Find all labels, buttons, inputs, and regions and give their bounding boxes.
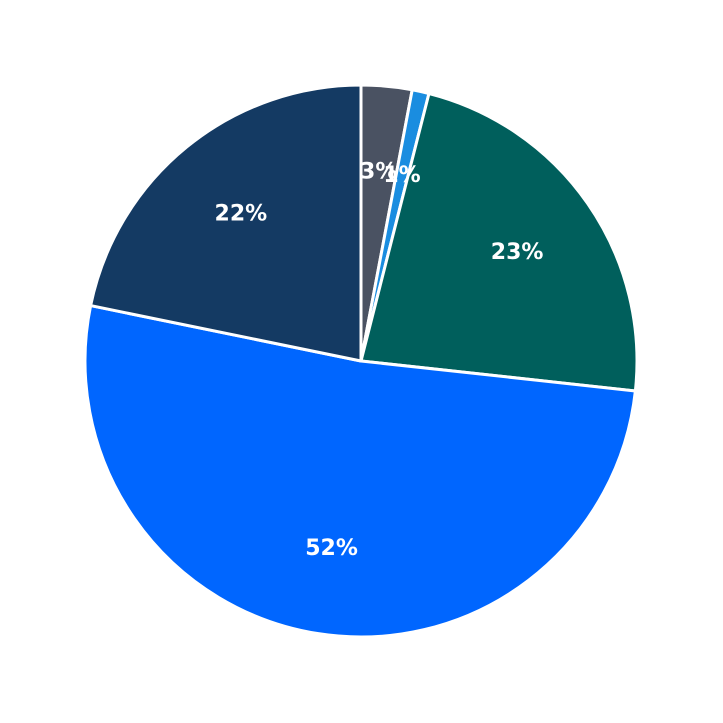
pie-slice [89,83,363,363]
slice-label: 52% [305,536,358,561]
slice-label: 22% [215,201,268,226]
slices-layer [83,83,639,639]
labels-layer: 3%1% 23% 52% 22% [215,159,544,561]
slice-label: 23% [491,240,544,265]
slice-label: 1% [383,163,420,188]
pie-slice [83,304,637,639]
slice-label: 3% [360,159,397,184]
pie-slice [359,92,639,393]
